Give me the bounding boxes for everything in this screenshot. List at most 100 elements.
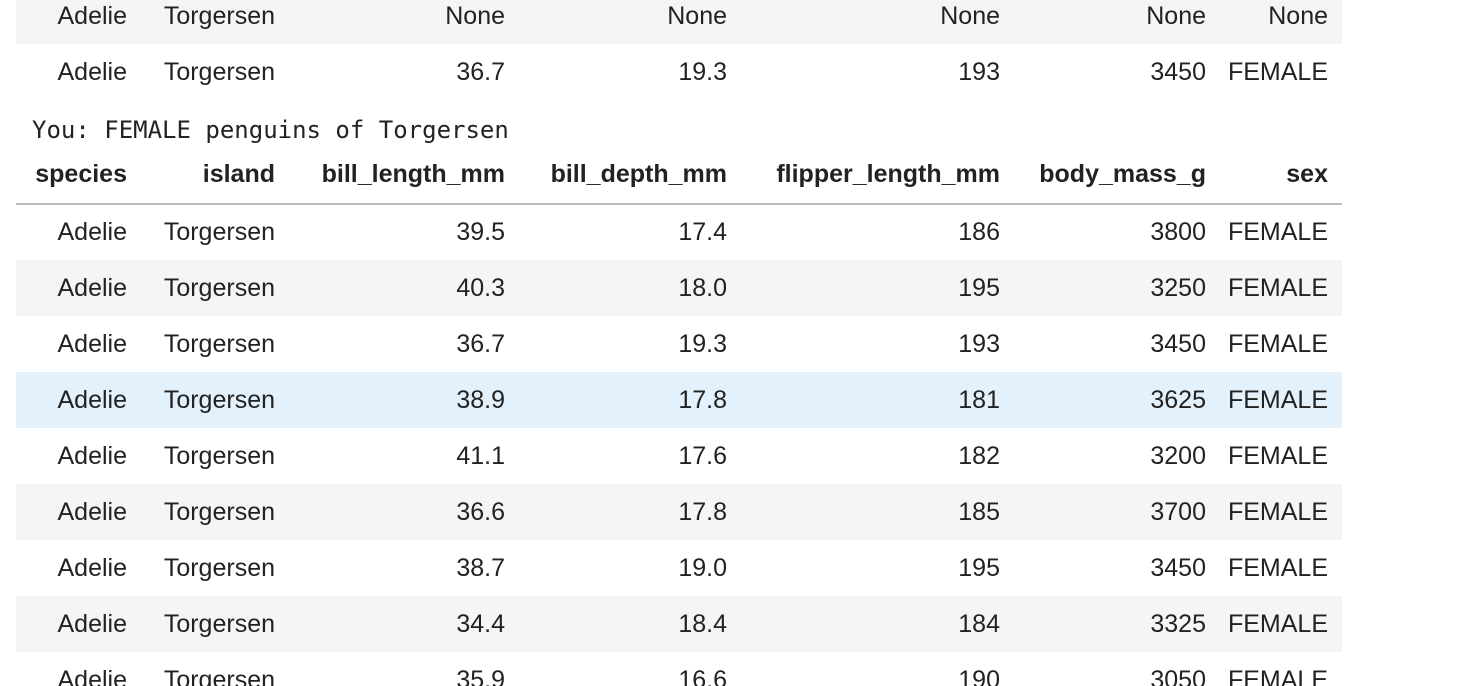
- cell-body-mass-g: 3250: [1150, 273, 1206, 302]
- cell-bill-depth-mm: None: [667, 1, 727, 30]
- cell-bill-depth-mm: 17.8: [678, 385, 727, 414]
- column-header-body-mass-g: body_mass_g: [1014, 146, 1220, 205]
- table-row: Adelie Torgersen 39.5 17.4 186 3800 FEMALE: [16, 204, 1342, 260]
- cell-species: Adelie: [57, 57, 128, 86]
- cell-island: Torgersen: [163, 497, 275, 526]
- cell-bill-length-mm: 36.6: [456, 497, 505, 526]
- table-row: Adelie Torgersen 38.9 17.8 181 3625 FEMALE: [16, 372, 1342, 428]
- table-row: Adelie Torgersen 36.7 19.3 193 3450 FEMALE: [16, 44, 1342, 100]
- cell-species: Adelie: [57, 273, 128, 302]
- table-row: Adelie Torgersen 36.6 17.8 185 3700 FEMALE: [16, 484, 1342, 540]
- cell-bill-depth-mm: 17.8: [678, 497, 727, 526]
- previous-dataframe-output: Adelie Torgersen None None None None None Adeli…: [16, 0, 1342, 100]
- cell-sex: FEMALE: [1227, 609, 1328, 638]
- cell-body-mass-g: 3625: [1150, 385, 1206, 414]
- cell-flipper-length-mm: 186: [958, 218, 1000, 246]
- cell-body-mass-g: 3700: [1150, 497, 1206, 526]
- cell-bill-length-mm: 34.4: [456, 609, 505, 638]
- column-header-bill-length-mm: bill_length_mm: [289, 146, 519, 205]
- cell-body-mass-g: 3325: [1150, 609, 1206, 638]
- cell-species: Adelie: [57, 385, 128, 414]
- cell-body-mass-g: 3800: [1150, 218, 1206, 246]
- cell-bill-depth-mm: 17.6: [678, 441, 727, 470]
- cell-flipper-length-mm: 195: [958, 553, 1000, 582]
- column-header-island: island: [141, 146, 289, 205]
- cell-island: Torgersen: [163, 385, 275, 414]
- cell-island: Torgersen: [163, 218, 275, 246]
- cell-island: Torgersen: [163, 441, 275, 470]
- cell-flipper-length-mm: 184: [958, 609, 1000, 638]
- cell-body-mass-g: 3450: [1150, 57, 1206, 86]
- cell-bill-depth-mm: 19.3: [678, 329, 727, 358]
- column-header-sex: sex: [1220, 146, 1342, 205]
- cell-species: Adelie: [57, 441, 128, 470]
- cell-flipper-length-mm: 185: [958, 497, 1000, 526]
- cell-bill-depth-mm: 18.0: [678, 273, 727, 302]
- cell-flipper-length-mm: 193: [958, 57, 1000, 86]
- cell-species: Adelie: [57, 553, 128, 582]
- cell-island: Torgersen: [163, 273, 275, 302]
- cell-body-mass-g: 3450: [1150, 553, 1206, 582]
- user-prompt-text: You: FEMALE penguins of Torgersen: [32, 116, 509, 144]
- column-header-flipper-length-mm: flipper_length_mm: [741, 146, 1014, 205]
- cell-bill-length-mm: 40.3: [456, 273, 505, 302]
- cell-bill-length-mm: 41.1: [456, 441, 505, 470]
- cell-bill-length-mm: 36.7: [456, 329, 505, 358]
- result-dataframe-output: species island bill_length_mm bill_depth…: [16, 146, 1342, 686]
- cell-species: Adelie: [57, 665, 128, 686]
- cell-flipper-length-mm: 181: [958, 385, 1000, 414]
- cell-island: Torgersen: [163, 609, 275, 638]
- cell-body-mass-g: 3050: [1150, 665, 1206, 686]
- cell-flipper-length-mm: None: [940, 1, 1000, 30]
- cell-island: Torgersen: [163, 329, 275, 358]
- cell-bill-length-mm: 39.5: [456, 218, 505, 246]
- result-dataframe-table: species island bill_length_mm bill_depth…: [16, 146, 1342, 686]
- cell-flipper-length-mm: 195: [958, 273, 1000, 302]
- cell-sex: FEMALE: [1227, 273, 1328, 302]
- cell-species: Adelie: [57, 329, 128, 358]
- cell-bill-length-mm: 35.9: [456, 665, 505, 686]
- table-row: Adelie Torgersen 36.7 19.3 193 3450 FEMALE: [16, 316, 1342, 372]
- cell-sex: FEMALE: [1227, 385, 1328, 414]
- cell-sex: None: [1268, 1, 1328, 30]
- cell-species: Adelie: [57, 218, 128, 246]
- cell-bill-depth-mm: 16.6: [678, 665, 727, 686]
- table-header-row: species island bill_length_mm bill_depth…: [16, 146, 1342, 205]
- table-row: Adelie Torgersen 41.1 17.6 182 3200 FEMALE: [16, 428, 1342, 484]
- cell-bill-depth-mm: 17.4: [678, 218, 727, 246]
- cell-sex: FEMALE: [1227, 218, 1328, 246]
- cell-bill-depth-mm: 19.0: [678, 553, 727, 582]
- table-row: Adelie Torgersen 38.7 19.0 195 3450 FEMALE: [16, 540, 1342, 596]
- cell-body-mass-g: None: [1146, 1, 1206, 30]
- table-row: Adelie Torgersen 34.4 18.4 184 3325 FEMALE: [16, 596, 1342, 652]
- cell-sex: FEMALE: [1227, 57, 1328, 86]
- cell-sex: FEMALE: [1227, 441, 1328, 470]
- cell-species: Adelie: [57, 609, 128, 638]
- cell-flipper-length-mm: 182: [958, 441, 1000, 470]
- cell-island: Torgersen: [163, 57, 275, 86]
- cell-flipper-length-mm: 190: [958, 665, 1000, 686]
- cell-bill-length-mm: 38.9: [456, 385, 505, 414]
- column-header-species: species: [16, 146, 141, 205]
- table-row: Adelie Torgersen 35.9 16.6 190 3050 FEMALE: [16, 652, 1342, 686]
- cell-island: Torgersen: [163, 553, 275, 582]
- table-row: Adelie Torgersen 40.3 18.0 195 3250 FEMALE: [16, 260, 1342, 316]
- cell-bill-depth-mm: 19.3: [678, 57, 727, 86]
- cell-species: Adelie: [57, 497, 128, 526]
- cell-sex: FEMALE: [1227, 665, 1328, 686]
- cell-bill-depth-mm: 18.4: [678, 609, 727, 638]
- column-header-bill-depth-mm: bill_depth_mm: [519, 146, 741, 205]
- cell-sex: FEMALE: [1227, 329, 1328, 358]
- cell-sex: FEMALE: [1227, 553, 1328, 582]
- table-row: Adelie Torgersen None None None None None: [16, 0, 1342, 44]
- cell-bill-length-mm: None: [445, 1, 505, 30]
- chat-prompt: You: FEMALE penguins of Torgersen: [16, 100, 509, 144]
- cell-island: Torgersen: [163, 1, 275, 30]
- cell-sex: FEMALE: [1227, 497, 1328, 526]
- cell-flipper-length-mm: 193: [958, 329, 1000, 358]
- previous-dataframe-table: Adelie Torgersen None None None None None Adeli…: [16, 0, 1342, 100]
- cell-body-mass-g: 3200: [1150, 441, 1206, 470]
- cell-island: Torgersen: [163, 665, 275, 686]
- cell-bill-length-mm: 36.7: [456, 57, 505, 86]
- cell-body-mass-g: 3450: [1150, 329, 1206, 358]
